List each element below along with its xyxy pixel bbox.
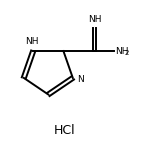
Text: HCl: HCl [54,124,75,137]
Text: NH: NH [115,47,128,56]
Text: NH: NH [88,15,102,24]
Text: N: N [77,75,84,84]
Text: NH: NH [25,37,38,46]
Text: 2: 2 [124,50,129,56]
